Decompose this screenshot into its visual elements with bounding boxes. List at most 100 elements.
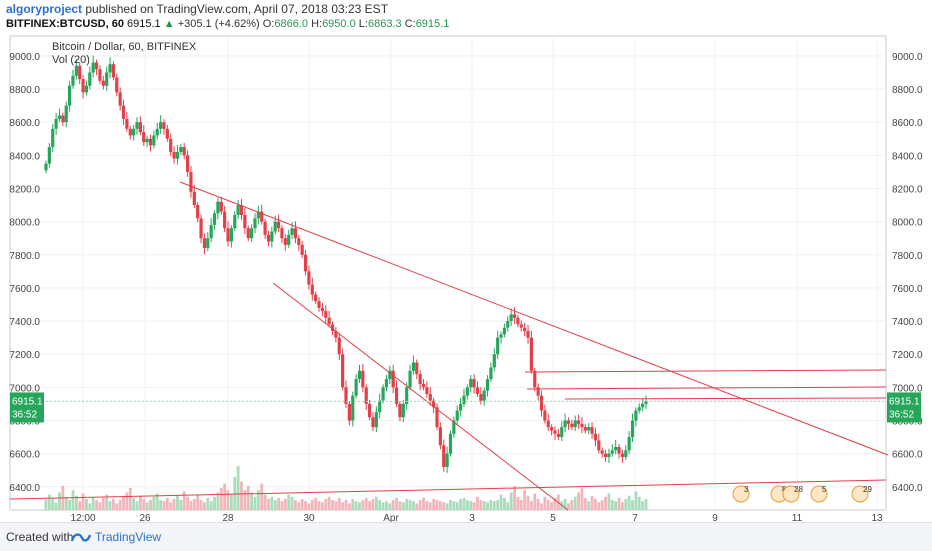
volume-bar — [364, 497, 368, 510]
candle-body — [418, 374, 422, 385]
candle-body — [101, 80, 105, 86]
volume-bar — [155, 493, 159, 510]
y-tick-label-left: 9000.0 — [9, 52, 40, 63]
candle-body — [155, 128, 159, 136]
volume-bar — [358, 502, 361, 510]
volume-bar — [118, 500, 122, 510]
candle-body — [175, 152, 180, 159]
y-tick-label-left: 6600.0 — [9, 450, 40, 461]
author-link[interactable]: algoryproject — [6, 2, 83, 16]
price-tag-right-value: 6915.1 — [889, 396, 920, 407]
volume-bar — [122, 496, 125, 510]
open-label: O: — [262, 18, 275, 30]
volume-bar — [300, 499, 304, 510]
volume-bar — [331, 500, 334, 510]
volume-bar — [513, 485, 516, 510]
candle-body — [293, 228, 298, 239]
volume-bar — [496, 500, 500, 510]
y-tick-label-right: 8400.0 — [892, 151, 923, 162]
candle-body — [384, 379, 389, 388]
y-tick-label-left: 7000.0 — [9, 383, 40, 394]
candle-body — [236, 205, 240, 215]
y-tick-label-left: 6400.0 — [9, 483, 40, 494]
volume-bar — [78, 501, 82, 510]
candle-body — [644, 401, 648, 404]
price-candles — [44, 55, 648, 473]
close-label: C: — [404, 18, 416, 30]
tradingview-logo-icon[interactable] — [70, 529, 92, 545]
volume-bar — [304, 501, 307, 510]
x-axis: 12:00 26 28 30 Apr 3 5 7 9 11 13 — [70, 513, 883, 522]
volume-bar — [395, 497, 398, 510]
candle-body — [496, 337, 500, 355]
candle-body — [263, 221, 267, 235]
candle-body — [421, 384, 426, 388]
candle-body — [283, 238, 287, 245]
volume-bar — [401, 502, 405, 510]
candle-body — [314, 294, 318, 302]
candle-body — [61, 115, 65, 123]
candle-body — [367, 403, 372, 418]
volume-bar — [428, 502, 432, 510]
volume-bar — [600, 500, 604, 510]
candle-body — [152, 135, 156, 146]
candle-body — [142, 132, 146, 143]
candle-body — [432, 400, 436, 408]
volume-bar — [152, 496, 156, 510]
y-tick-label-left: 8400.0 — [9, 151, 40, 162]
volume-bar — [334, 501, 338, 510]
volume-bar — [597, 502, 601, 510]
volume-bar — [277, 497, 280, 510]
y-tick-label-left: 7800.0 — [9, 251, 40, 262]
candle-body — [620, 453, 625, 457]
volume-bar — [196, 494, 200, 510]
candle-body — [502, 327, 507, 335]
volume-bar — [209, 501, 213, 510]
volume-bar — [523, 490, 527, 510]
candle-body — [54, 118, 58, 129]
candle-body — [543, 410, 547, 421]
candle-body — [475, 387, 480, 394]
candle-body — [546, 420, 550, 428]
volume-bar — [459, 499, 463, 510]
candle-body — [630, 420, 635, 438]
candle-body — [57, 115, 62, 119]
candle-body — [51, 128, 55, 148]
trendline — [524, 369, 887, 373]
volume-bar — [418, 500, 422, 510]
event-flag-icon[interactable] — [782, 485, 800, 503]
candle-body — [219, 201, 223, 212]
volume-bar — [526, 495, 530, 510]
candle-body — [317, 301, 321, 308]
candle-body — [364, 387, 368, 404]
candle-body — [573, 420, 577, 428]
y-tick-label-right: 6600.0 — [892, 450, 923, 461]
event-flag-icon[interactable] — [810, 485, 828, 503]
candle-body — [71, 75, 75, 86]
candle-body — [307, 271, 311, 285]
volume-bar — [145, 502, 149, 510]
candle-body — [580, 423, 584, 428]
event-flag-icon[interactable] — [851, 485, 869, 503]
event-flag-icon[interactable] — [732, 485, 750, 503]
candle-body — [324, 311, 328, 318]
tradingview-brand-link[interactable]: TradingView — [95, 530, 162, 544]
candle-body — [276, 221, 281, 229]
price-tag-left-bg — [10, 392, 44, 423]
candle-body — [84, 85, 89, 93]
volume-bar — [476, 496, 479, 510]
volume-bar — [71, 490, 75, 510]
volume-bar — [624, 499, 628, 510]
candle-body — [509, 314, 513, 322]
volume-bar — [543, 496, 547, 510]
volume-bar — [637, 496, 641, 510]
volume-bar — [486, 502, 489, 510]
y-tick-label-right: 7600.0 — [892, 284, 923, 295]
chart-legend-title: Bitcoin / Dollar, 60, BITFINEX — [52, 41, 197, 53]
candle-body — [617, 447, 621, 454]
volume-bar — [135, 501, 139, 510]
ohlc-header: BITFINEX:BTCUSD, 60 6915.1 ▲ +305.1 (+4.… — [6, 18, 449, 30]
event-flags[interactable]: 3828529 — [732, 485, 872, 503]
volume-bars — [44, 466, 648, 510]
volume-bar — [138, 495, 142, 510]
